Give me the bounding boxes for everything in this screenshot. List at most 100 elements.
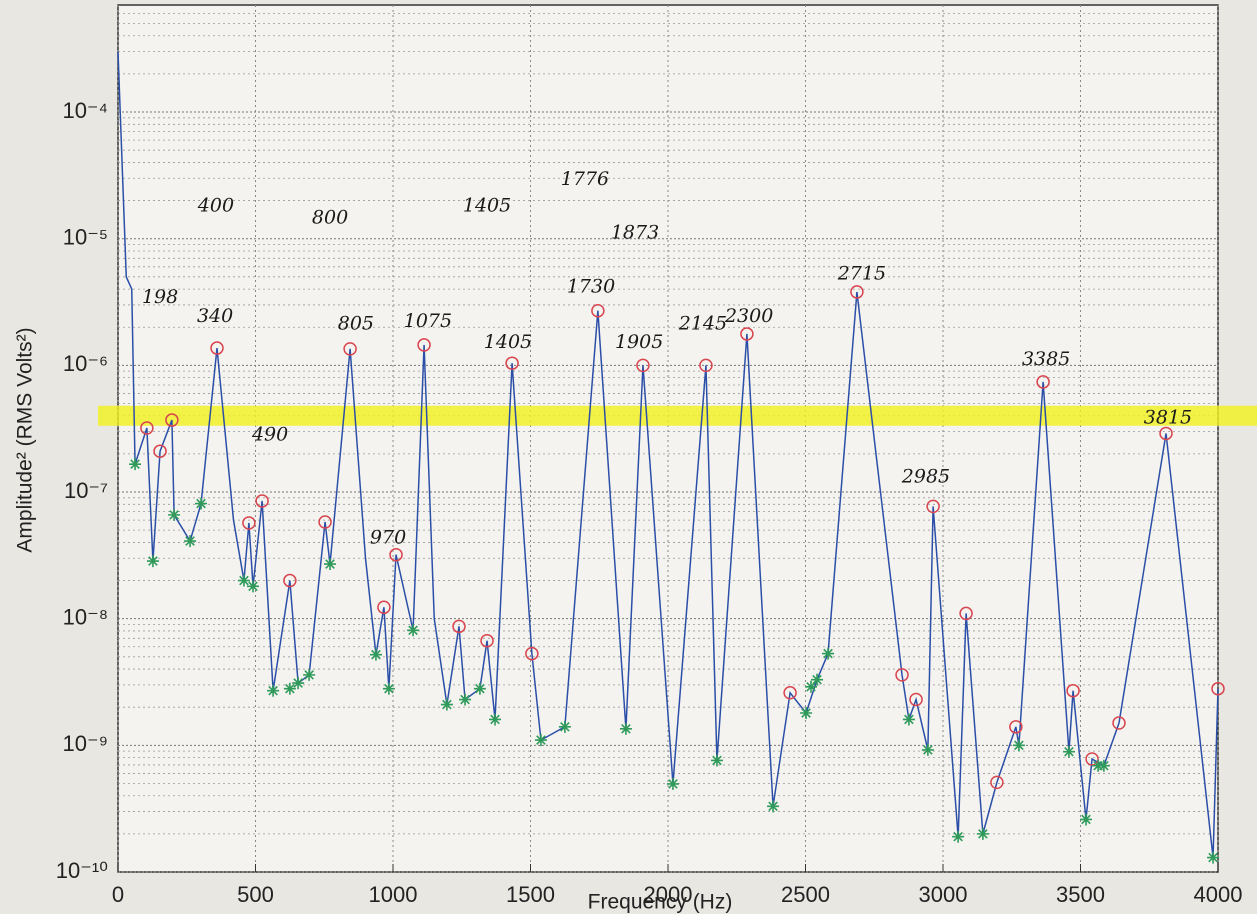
x-tick-label: 4000: [1194, 882, 1243, 907]
peak-marker: [699, 358, 713, 373]
peak-marker: [959, 606, 973, 621]
peak-marker: [1066, 683, 1080, 698]
peak-marker: [1085, 752, 1099, 766]
peak-marker: [1159, 426, 1173, 441]
x-tick-label: 0: [112, 882, 124, 907]
annotation: 2145: [678, 313, 727, 335]
peak-marker: [255, 494, 269, 508]
peak-marker: [165, 413, 179, 427]
annotation: 1405: [484, 331, 532, 353]
trough-marker: [168, 508, 181, 521]
trough-marker: [247, 580, 260, 593]
x-tick-label: 1500: [506, 882, 555, 907]
trough-marker: [1080, 813, 1092, 826]
peak-marker: [895, 668, 909, 682]
x-tick-label: 1000: [369, 882, 418, 907]
trough-marker: [921, 743, 934, 756]
annotation: 805: [338, 313, 374, 335]
spectrum-line: [117, 51, 1219, 858]
trough-marker: [129, 458, 142, 471]
trough-marker: [459, 693, 472, 706]
trough-marker: [534, 734, 547, 747]
peak-marker: [909, 692, 923, 707]
peak-marker: [1211, 681, 1225, 696]
trough-marker: [952, 830, 965, 843]
trough-marker: [369, 648, 382, 661]
x-tick-label: 2000: [644, 882, 693, 907]
annotation: 1873: [611, 221, 659, 243]
peak-marker: [1036, 375, 1050, 389]
trough-marker: [558, 720, 571, 733]
trough-marker: [710, 754, 723, 767]
annotation: 970: [370, 526, 406, 548]
y-axis-title: Amplitude² (RMS Volts²): [14, 327, 37, 552]
annotation: 490: [251, 423, 288, 445]
x-tick-label: 3500: [1056, 882, 1105, 907]
annotation: 400: [197, 194, 234, 216]
trough-marker: [1012, 739, 1025, 752]
plot-area: [117, 4, 1219, 873]
annotation: 1905: [615, 331, 663, 353]
peak-marker: [525, 646, 539, 661]
annotation: 800: [312, 206, 348, 228]
peak-marker: [318, 515, 332, 529]
x-tick-label: 500: [237, 882, 274, 907]
trough-marker: [1207, 851, 1220, 864]
peak-marker: [283, 573, 297, 588]
trough-marker: [440, 698, 453, 711]
trough-marker: [619, 722, 632, 735]
trough-marker: [303, 668, 316, 681]
trough-marker: [976, 827, 989, 840]
trough-marker: [407, 624, 420, 637]
y-tick-label: 10⁻⁴: [62, 98, 108, 123]
y-tick-label: 10⁻¹⁰: [56, 858, 108, 883]
trough-marker: [489, 713, 502, 726]
annotation: 1776: [561, 168, 609, 190]
peak-marker: [850, 285, 864, 299]
trough-marker: [902, 713, 915, 726]
peak-marker: [343, 342, 357, 356]
peak-marker: [210, 341, 224, 355]
y-tick-label: 10⁻⁹: [62, 731, 108, 756]
peak-marker: [417, 338, 431, 352]
trough-marker: [184, 535, 197, 548]
y-tick-label: 10⁻⁷: [64, 478, 108, 503]
annotation: 1730: [567, 276, 615, 298]
trough-marker: [811, 673, 824, 686]
peak-marker: [452, 619, 466, 634]
peak-marker: [140, 421, 154, 435]
peak-marker: [389, 547, 403, 562]
peak-marker: [783, 686, 797, 700]
trough-marker: [767, 800, 780, 813]
annotation: 2985: [901, 466, 950, 488]
peak-marker: [740, 327, 754, 341]
annotation: 1405: [463, 194, 511, 216]
annotation: 2715: [837, 263, 886, 285]
y-tick-label: 10⁻⁵: [63, 225, 108, 250]
trough-marker: [800, 707, 813, 720]
annotation: 3815: [1144, 407, 1192, 429]
trough-marker: [382, 682, 395, 695]
y-tick-label: 10⁻⁶: [63, 351, 108, 376]
peak-marker: [1009, 720, 1023, 734]
peak-marker: [636, 358, 650, 373]
peak-marker: [242, 516, 256, 530]
trough-marker: [292, 677, 305, 690]
peak-marker: [990, 775, 1004, 790]
trough-marker: [283, 682, 296, 695]
annotation: 340: [197, 305, 233, 327]
trough-marker: [1062, 745, 1075, 758]
annotation: 2300: [724, 305, 773, 327]
annotation: 1075: [404, 310, 452, 332]
trough-marker: [822, 647, 835, 660]
x-tick-label: 2500: [781, 882, 830, 907]
peak-marker: [480, 633, 494, 648]
peak-marker: [1112, 716, 1126, 730]
trough-marker: [237, 574, 250, 587]
trough-marker: [666, 777, 679, 790]
peak-marker: [377, 600, 391, 615]
trough-marker: [146, 555, 159, 568]
peak-marker: [153, 444, 167, 458]
trough-marker: [195, 497, 208, 510]
